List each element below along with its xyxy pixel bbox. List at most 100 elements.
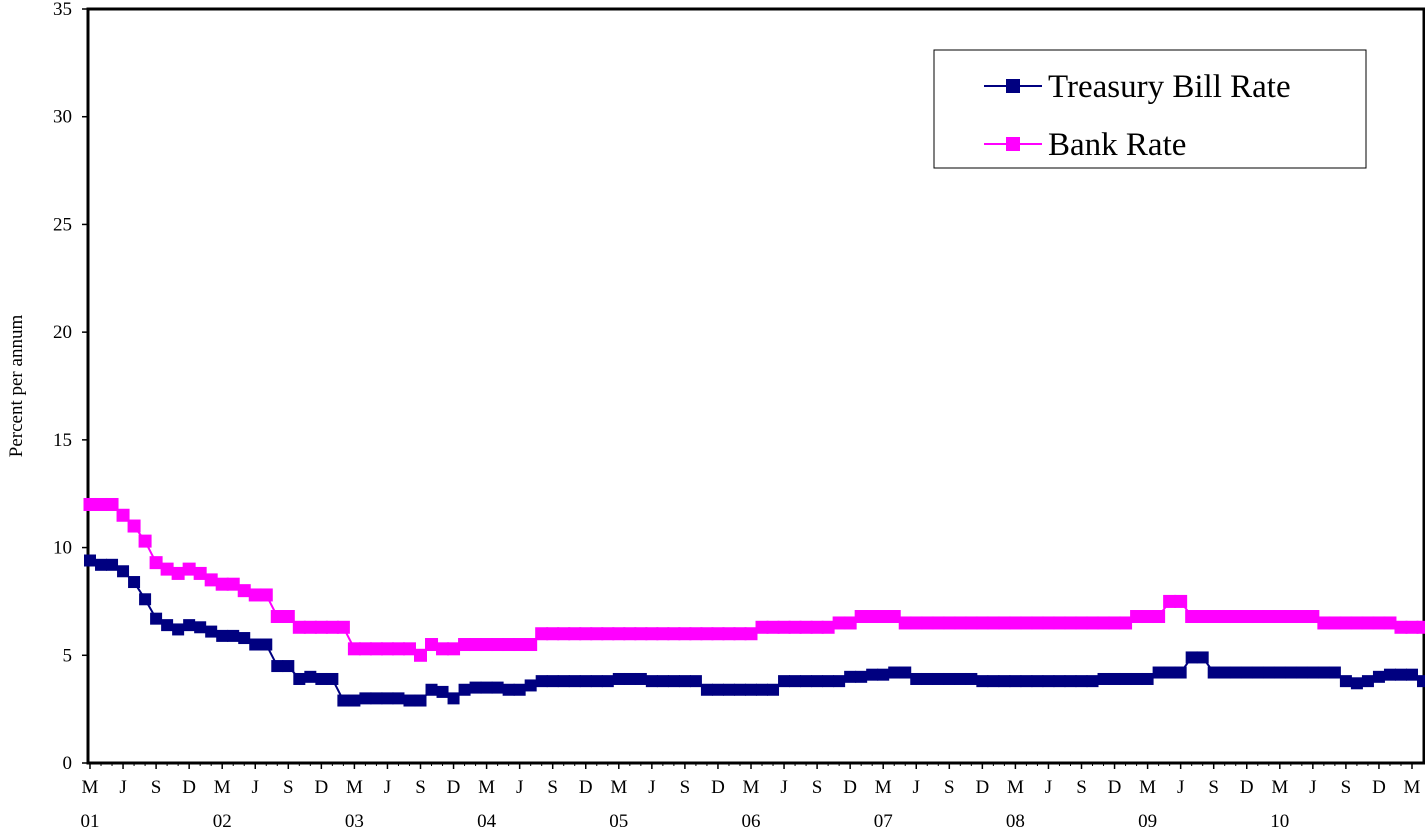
data-point-treasury-bill-rate [678,675,691,688]
data-point-treasury-bill-rate [271,660,284,673]
y-axis: 0 5 10 15 20 25 30 35 [53,0,88,774]
data-point-bank-rate [788,620,802,634]
data-point-bank-rate [1229,610,1243,624]
data-point-bank-rate [1240,610,1254,624]
legend-item-treasury-bill-rate: Treasury Bill Rate [984,69,1291,105]
data-point-treasury-bill-rate [1009,675,1022,688]
data-point-treasury-bill-rate [1251,666,1264,679]
data-point-treasury-bill-rate [1097,672,1110,685]
data-point-treasury-bill-rate [381,692,394,705]
y-tick-label: 35 [53,0,72,20]
data-point-treasury-bill-rate [304,670,317,683]
x-tick-label-year: 08 [1006,811,1025,832]
data-point-treasury-bill-rate [414,694,427,707]
data-point-bank-rate [1130,610,1144,624]
x-tick-label-month: M [1007,777,1024,798]
data-point-treasury-bill-rate [590,675,603,688]
data-point-treasury-bill-rate [711,683,724,696]
data-point-bank-rate [1086,616,1100,630]
data-point-treasury-bill-rate [656,675,669,688]
data-point-bank-rate [1163,594,1177,608]
data-point-bank-rate [469,638,483,652]
data-point-bank-rate [953,616,967,630]
data-point-bank-rate [248,588,262,602]
data-point-bank-rate [755,620,769,634]
data-point-bank-rate [1019,616,1033,630]
data-point-treasury-bill-rate [700,683,713,696]
data-point-bank-rate [1063,616,1077,630]
data-point-bank-rate [898,616,912,630]
data-point-bank-rate [105,497,119,511]
data-point-treasury-bill-rate [877,668,890,681]
data-point-bank-rate [1207,610,1221,624]
data-point-bank-rate [722,627,736,641]
data-point-treasury-bill-rate [833,675,846,688]
data-point-bank-rate [568,627,582,641]
data-point-bank-rate [1119,616,1133,630]
data-point-treasury-bill-rate [601,675,614,688]
data-point-bank-rate [711,627,725,641]
x-tick-label-month: S [151,777,162,798]
data-point-treasury-bill-rate [866,668,879,681]
data-point-bank-rate [1405,620,1419,634]
data-point-bank-rate [1317,616,1331,630]
data-point-bank-rate [270,610,284,624]
data-point-bank-rate [854,610,868,624]
data-point-treasury-bill-rate [954,672,967,685]
data-point-bank-rate [149,556,163,570]
data-point-bank-rate [447,642,461,656]
data-point-treasury-bill-rate [976,675,989,688]
data-point-treasury-bill-rate [1350,677,1363,690]
data-point-treasury-bill-rate [612,672,625,685]
legend-item-bank-rate: Bank Rate [984,127,1186,163]
data-point-treasury-bill-rate [315,672,328,685]
data-point-bank-rate [590,627,604,641]
data-point-treasury-bill-rate [128,576,141,589]
data-point-bank-rate [733,627,747,641]
x-tick-label-month: D [1372,777,1386,798]
data-point-treasury-bill-rate [1406,668,1418,681]
data-point-treasury-bill-rate [546,675,559,688]
data-point-bank-rate [777,620,791,634]
data-point-bank-rate [1141,610,1155,624]
x-tick-label-month: M [478,777,495,798]
data-point-treasury-bill-rate [1174,666,1187,679]
legend-marker-treasury-bill-rate [1006,79,1020,93]
data-point-treasury-bill-rate [756,683,769,696]
data-point-bank-rate [358,642,372,656]
data-point-treasury-bill-rate [238,632,251,645]
data-point-treasury-bill-rate [568,675,581,688]
series-markers-treasury-bill-rate [84,554,1425,707]
x-tick-label-year: 03 [345,811,364,832]
x-tick-label-month: J [648,777,655,798]
x-tick-label-year: 01 [81,811,100,832]
x-tick-label-month: D [843,777,857,798]
x-tick-label-month: J [1309,777,1316,798]
legend: Treasury Bill Rate Bank Rate [933,49,1367,169]
x-tick-label-month: S [944,777,955,798]
x-tick-label-month: D [182,777,196,798]
data-point-bank-rate [1339,616,1353,630]
data-point-treasury-bill-rate [557,675,570,688]
x-tick-label-month: M [610,777,627,798]
x-tick-label-month: M [1404,777,1421,798]
data-point-treasury-bill-rate [888,666,901,679]
data-point-treasury-bill-rate [502,683,515,696]
data-point-treasury-bill-rate [95,558,108,571]
data-point-bank-rate [1196,610,1210,624]
data-point-treasury-bill-rate [1042,675,1055,688]
x-tick-label-month: J [913,777,920,798]
data-point-bank-rate [1273,610,1287,624]
data-point-treasury-bill-rate [1141,672,1154,685]
x-tick-label-month: D [975,777,989,798]
data-point-bank-rate [314,620,328,634]
data-point-bank-rate [458,638,472,652]
data-point-bank-rate [1394,620,1408,634]
data-point-bank-rate [1372,616,1386,630]
data-point-bank-rate [887,610,901,624]
x-tick-label-month: S [680,777,691,798]
data-point-treasury-bill-rate [1185,651,1198,664]
data-point-bank-rate [193,566,207,580]
data-point-treasury-bill-rate [249,638,262,651]
data-point-treasury-bill-rate [1053,675,1066,688]
